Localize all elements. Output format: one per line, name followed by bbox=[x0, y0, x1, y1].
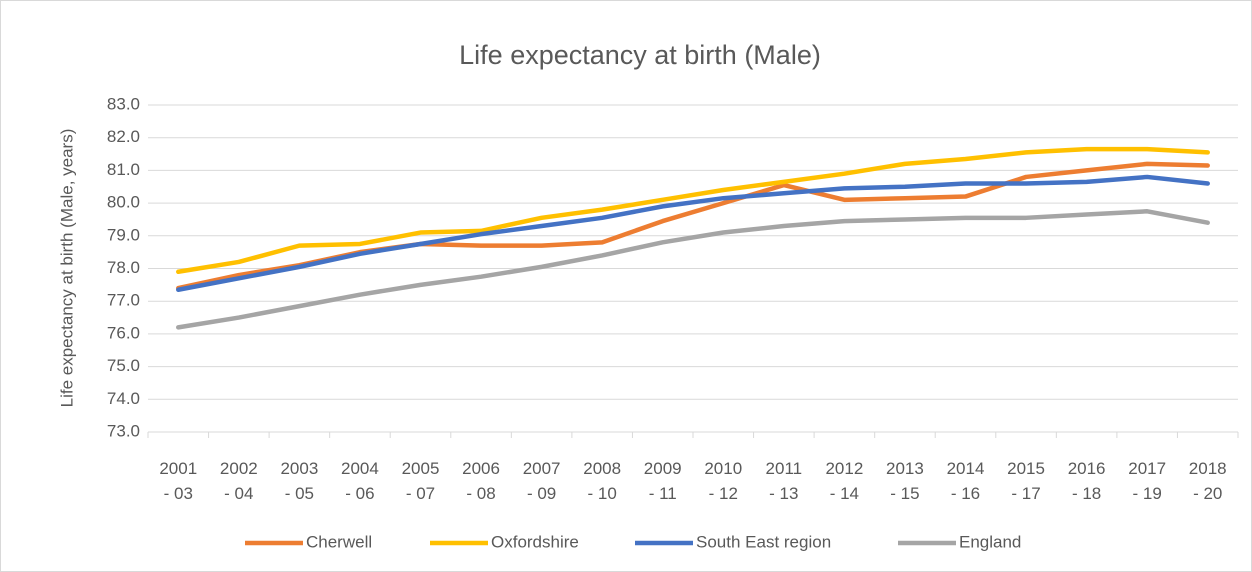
y-tick-label: 73.0 bbox=[107, 421, 140, 440]
chart-title: Life expectancy at birth (Male) bbox=[459, 40, 821, 70]
x-tick-label: 2012 - 14 bbox=[825, 459, 864, 503]
x-tick-label: 2007 - 09 bbox=[522, 459, 561, 503]
y-tick-label: 78.0 bbox=[107, 258, 140, 277]
y-tick-label: 77.0 bbox=[107, 291, 140, 310]
x-tick-label: 2010 - 12 bbox=[704, 459, 743, 503]
x-tick-label: 2018 - 20 bbox=[1188, 459, 1227, 503]
x-tick-label: 2016 - 18 bbox=[1067, 459, 1106, 503]
x-tick-label: 2003 - 05 bbox=[280, 459, 319, 503]
legend-label: South East region bbox=[696, 532, 831, 551]
x-tick-label: 2009 - 11 bbox=[643, 459, 682, 503]
x-tick-label: 2014 - 16 bbox=[946, 459, 985, 503]
x-tick-label: 2015 - 17 bbox=[1007, 459, 1045, 503]
x-tick-label: 2002 - 04 bbox=[219, 459, 258, 503]
x-tick-label: 2005 - 07 bbox=[401, 459, 440, 503]
series-line bbox=[176, 209, 1210, 330]
x-tick-label: 2001 - 03 bbox=[159, 459, 198, 503]
legend-label: Cherwell bbox=[306, 532, 372, 551]
y-tick-label: 79.0 bbox=[107, 225, 140, 244]
x-tick-label: 2017 - 19 bbox=[1128, 459, 1167, 503]
series-line bbox=[176, 174, 1210, 293]
x-tick-label: 2013 - 15 bbox=[886, 459, 924, 503]
x-tick-label: 2006 - 08 bbox=[462, 459, 500, 503]
legend-label: Oxfordshire bbox=[491, 532, 579, 551]
y-tick-label: 76.0 bbox=[107, 323, 140, 342]
series-line bbox=[176, 146, 1210, 275]
y-tick-label: 80.0 bbox=[107, 193, 140, 212]
x-tick-label: 2008 - 10 bbox=[583, 459, 622, 503]
x-tick-label: 2004 - 06 bbox=[341, 459, 379, 503]
y-axis-label: Life expectancy at birth (Male, years) bbox=[57, 129, 76, 408]
y-tick-label: 82.0 bbox=[107, 127, 140, 146]
y-tick-label: 83.0 bbox=[107, 94, 140, 113]
x-tick-label: 2011 - 13 bbox=[765, 459, 803, 503]
y-tick-label: 75.0 bbox=[107, 356, 140, 375]
y-tick-label: 81.0 bbox=[107, 160, 140, 179]
legend-label: England bbox=[959, 532, 1021, 551]
y-tick-label: 74.0 bbox=[107, 389, 140, 408]
